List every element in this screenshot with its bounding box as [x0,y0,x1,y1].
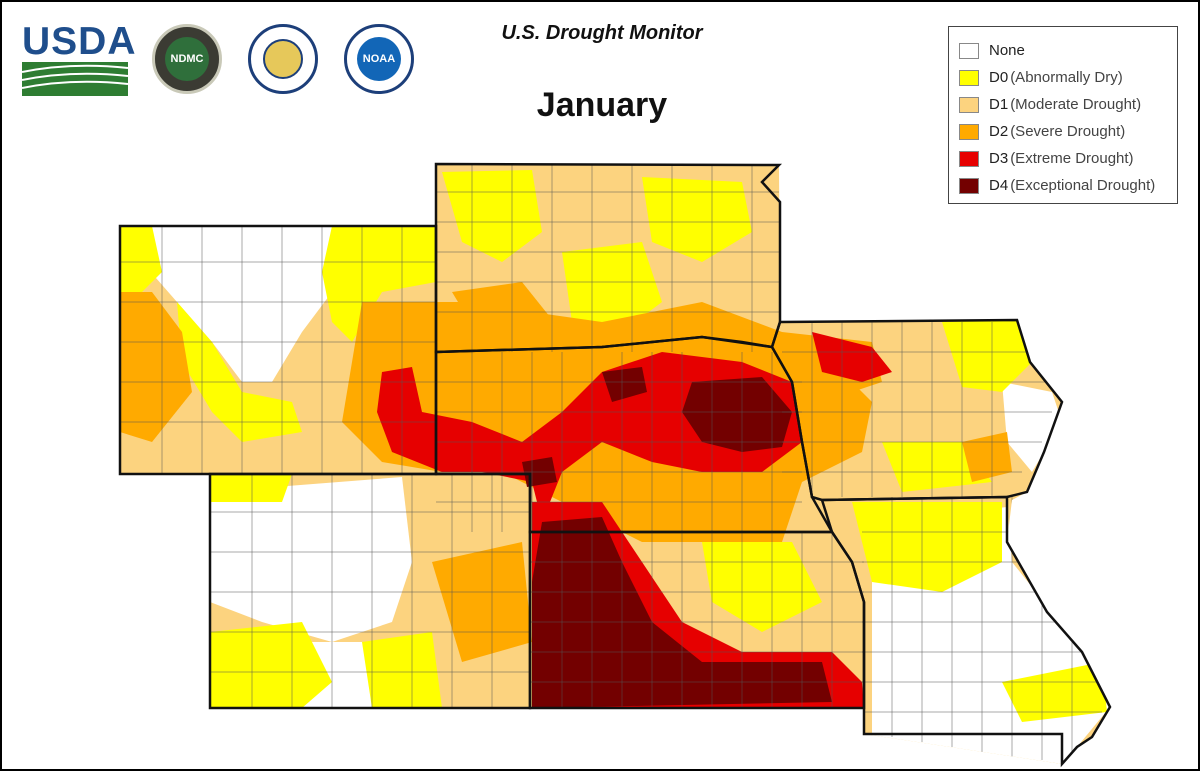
legend-item-none: None [959,37,1177,64]
map-month: January [536,86,668,124]
map-title: U.S. Drought Monitor [501,22,703,44]
legend-desc: (Moderate Drought) [1010,96,1142,113]
county-grid [120,164,1102,760]
legend: None D0 (Abnormally Dry) D1 (Moderate Dr… [948,26,1178,204]
usda-logo: USDA [21,20,137,96]
legend-desc: (Exceptional Drought) [1010,177,1156,194]
legend-desc: (Severe Drought) [1010,123,1126,140]
d0-zone-iowa-south [882,442,992,492]
legend-item-d2: D2 (Severe Drought) [959,118,1177,145]
d0-zone-colorado-north [210,474,292,502]
d0-zone-wyoming-central [177,302,302,442]
legend-desc: (Extreme Drought) [1010,150,1134,167]
d0-zone-iowa-ne [942,320,1032,392]
legend-desc: (Abnormally Dry) [1010,69,1123,86]
d2-zone-iowa-south [962,432,1012,482]
d4-zone-kansas [532,517,832,708]
legend-swatch [959,69,979,86]
none-zone-iowa-east [1002,382,1062,472]
state-outlines [118,162,1112,768]
d0-zone-sd-ne [642,177,752,262]
legend-swatch [959,177,979,194]
legend-swatch [959,96,979,113]
legend-item-d4: D4 (Exceptional Drought) [959,172,1177,199]
missouri-outline [820,495,1112,768]
legend-code: D3 [989,150,1009,167]
d0-zone-missouri-se [1002,662,1107,722]
noaa-seal-icon: NOAA [344,24,414,94]
commerce-seal-icon [248,24,318,94]
d4-zone-nebraska-center [602,367,647,402]
legend-code: None [989,42,1025,59]
legend-code: D4 [989,177,1009,194]
d0-zone-sd-nw [442,170,542,262]
d0-zone-wyoming-east [322,226,436,342]
d4-zone-nebraska-east [682,377,792,452]
d0-zone-colorado-south [210,622,332,708]
ndmc-seal-icon: NDMC [152,24,222,94]
legend-swatch [959,123,979,140]
d2-zone-wyoming-west [120,292,192,442]
d0-zone-sd-center [562,242,662,332]
legend-code: D1 [989,96,1009,113]
d0-zone-missouri-north [852,502,1002,592]
usda-field-icon [21,62,129,96]
legend-swatch [959,150,979,167]
legend-item-d0: D0 (Abnormally Dry) [959,64,1177,91]
usda-logo-text: USDA [22,20,137,63]
legend-swatch [959,42,979,59]
legend-item-d3: D3 (Extreme Drought) [959,145,1177,172]
legend-code: D0 [989,69,1009,86]
none-zone-colorado-west [210,477,412,642]
d0-zone-colorado-se [362,632,442,708]
d0-zone-wyoming-nw [120,226,162,297]
none-zone-wyoming-north [120,226,332,382]
legend-item-d1: D1 (Moderate Drought) [959,91,1177,118]
d0-zone-kansas-east [702,542,822,632]
legend-code: D2 [989,123,1009,140]
